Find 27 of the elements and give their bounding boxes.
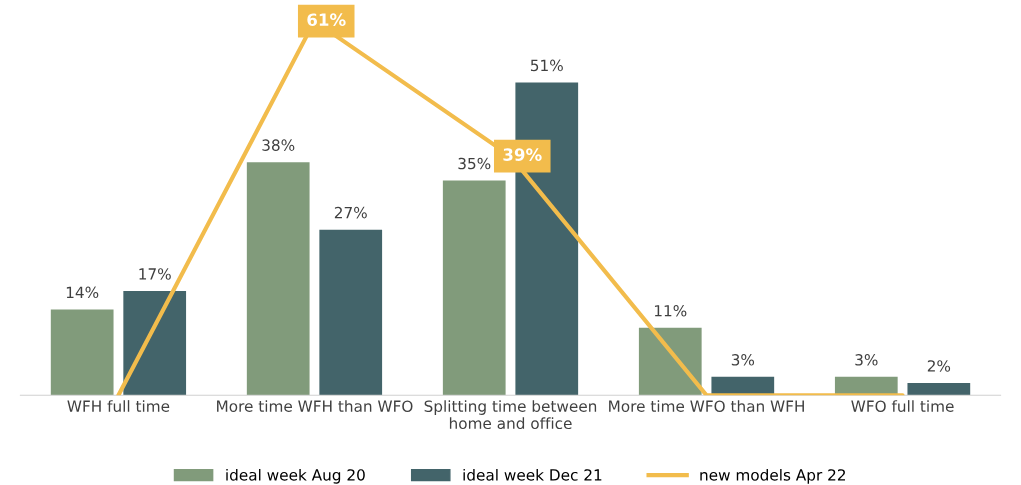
data-label: 38% (262, 139, 295, 151)
legend-label: new models Apr 22 (700, 468, 845, 484)
bar (319, 229, 383, 396)
data-label: 27% (334, 206, 367, 219)
x-tick-label: WFH full time (67, 400, 170, 412)
data-label: 35% (458, 157, 491, 170)
bar (907, 383, 971, 396)
data-label: 3% (731, 354, 755, 366)
bar (246, 162, 310, 396)
bar (123, 291, 187, 396)
x-tick-label: More time WFO than WFH (609, 400, 804, 412)
legend-label: ideal week Aug 20 (226, 468, 365, 484)
x-tick-label: WFO full time (851, 400, 954, 412)
bar (638, 327, 702, 396)
data-label: 51% (530, 59, 563, 72)
legend-label: ideal week Dec 21 (463, 468, 602, 481)
bar (442, 180, 506, 396)
data-label: 39% (503, 148, 542, 161)
data-label: 17% (139, 268, 171, 280)
x-tick-label: Splitting time between home and office (424, 400, 597, 430)
data-label: 11% (654, 304, 687, 317)
data-label: 2% (927, 360, 951, 372)
data-label: 61% (307, 13, 346, 26)
data-label: 14% (66, 286, 99, 299)
bar (50, 309, 114, 396)
x-tick-label: More time WFH than WFO (217, 400, 413, 412)
data-label: 3% (855, 354, 878, 366)
